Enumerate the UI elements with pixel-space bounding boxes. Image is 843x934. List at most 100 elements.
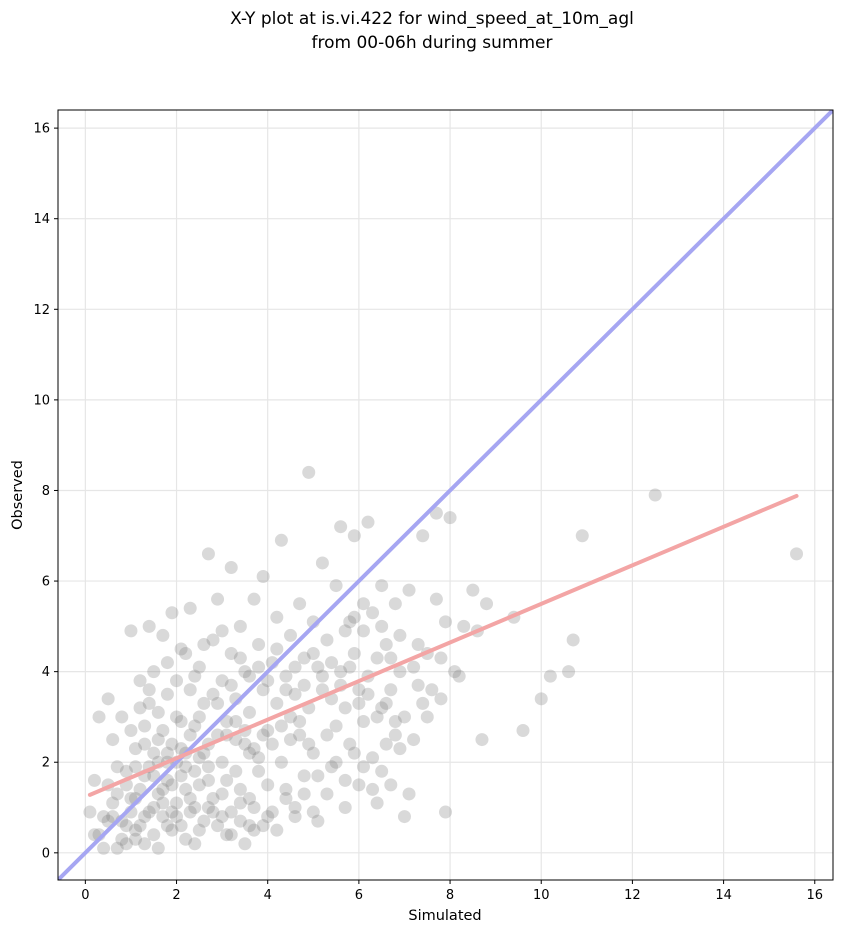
- scatter-point: [448, 665, 462, 679]
- scatter-point: [165, 606, 179, 620]
- scatter-point: [356, 760, 370, 774]
- scatter-point: [211, 696, 225, 710]
- scatter-point: [170, 710, 184, 724]
- scatter-point: [338, 624, 352, 638]
- scatter-point: [147, 801, 161, 815]
- scatter-point: [274, 533, 288, 547]
- scatter-point: [443, 511, 457, 525]
- scatter-point: [288, 660, 302, 674]
- scatter-point: [110, 841, 124, 855]
- scatter-point: [356, 624, 370, 638]
- scatter-point: [220, 828, 234, 842]
- scatter-point: [206, 687, 220, 701]
- scatter-point: [247, 742, 261, 756]
- scatter-point: [297, 678, 311, 692]
- scatter-point: [270, 696, 284, 710]
- scatter-point: [274, 755, 288, 769]
- scatter-point: [457, 619, 471, 633]
- scatter-point: [379, 637, 393, 651]
- scatter-point: [311, 814, 325, 828]
- scatter-point: [138, 810, 152, 824]
- scatter-point: [325, 656, 339, 670]
- y-tick-label: 4: [42, 665, 50, 680]
- scatter-point: [338, 801, 352, 815]
- chart-title-line-2: from 00-06h during summer: [312, 33, 553, 53]
- scatter-point: [233, 782, 247, 796]
- y-tick-label: 16: [33, 122, 50, 137]
- scatter-point: [315, 556, 329, 570]
- scatter-point: [206, 805, 220, 819]
- x-tick-label: 4: [264, 888, 272, 903]
- scatter-point: [411, 637, 425, 651]
- scatter-point: [343, 660, 357, 674]
- scatter-point: [379, 696, 393, 710]
- scatter-point: [352, 696, 366, 710]
- x-tick-label: 8: [446, 888, 454, 903]
- scatter-point: [224, 647, 238, 661]
- scatter-point: [238, 665, 252, 679]
- scatter-point: [338, 773, 352, 787]
- scatter-point: [201, 801, 215, 815]
- x-axis-ticks: 0 2 4 6 8 10 12 14 16: [81, 880, 823, 903]
- scatter-point: [183, 805, 197, 819]
- scatter-point: [138, 837, 152, 851]
- scatter-point: [233, 619, 247, 633]
- scatter-point: [192, 823, 206, 837]
- scatter-point: [215, 624, 229, 638]
- scatter-point: [165, 737, 179, 751]
- scatter-point: [92, 710, 106, 724]
- scatter-point: [192, 710, 206, 724]
- scatter-point: [174, 714, 188, 728]
- scatter-point: [206, 633, 220, 647]
- scatter-point: [110, 787, 124, 801]
- scatter-point: [302, 737, 316, 751]
- scatter-point: [174, 819, 188, 833]
- scatter-point: [366, 606, 380, 620]
- scatter-point: [356, 597, 370, 611]
- scatter-point: [274, 719, 288, 733]
- scatter-point: [106, 733, 120, 747]
- scatter-point: [179, 832, 193, 846]
- scatter-point: [233, 814, 247, 828]
- scatter-point: [242, 791, 256, 805]
- scatter-point: [220, 773, 234, 787]
- scatter-point: [352, 683, 366, 697]
- scatter-point: [133, 674, 147, 688]
- scatter-point: [329, 719, 343, 733]
- scatter-point: [142, 683, 156, 697]
- scatter-point: [133, 819, 147, 833]
- scatter-point: [434, 651, 448, 665]
- scatter-point: [160, 746, 174, 760]
- scatter-point: [320, 787, 334, 801]
- scatter-point: [192, 751, 206, 765]
- scatter-point: [261, 778, 275, 792]
- scatter-point: [252, 751, 266, 765]
- scatter-point: [375, 579, 389, 593]
- scatter-point: [439, 805, 452, 819]
- y-axis-ticks: 0 2 4 6 8 10 12 14 16: [33, 122, 58, 861]
- scatter-point: [475, 733, 489, 747]
- scatter-point: [284, 710, 297, 724]
- scatter-point: [247, 823, 261, 837]
- scatter-point: [297, 651, 311, 665]
- scatter-point: [206, 791, 220, 805]
- scatter-point: [183, 601, 197, 615]
- scatter-point: [147, 746, 161, 760]
- scatter-point: [247, 592, 261, 606]
- scatter-point: [183, 728, 197, 742]
- scatter-point: [425, 683, 439, 697]
- scatter-point: [183, 683, 197, 697]
- scatter-point: [402, 787, 416, 801]
- scatter-point: [87, 773, 101, 787]
- scatter-point: [411, 678, 425, 692]
- scatter-point: [256, 728, 270, 742]
- scatter-point: [562, 665, 576, 679]
- scatter-point: [238, 737, 252, 751]
- scatter-point: [293, 714, 307, 728]
- scatter-point: [297, 769, 311, 783]
- scatter-point: [97, 810, 111, 824]
- scatter-point: [566, 633, 580, 647]
- scatter-point: [238, 837, 252, 851]
- scatter-point: [233, 796, 247, 810]
